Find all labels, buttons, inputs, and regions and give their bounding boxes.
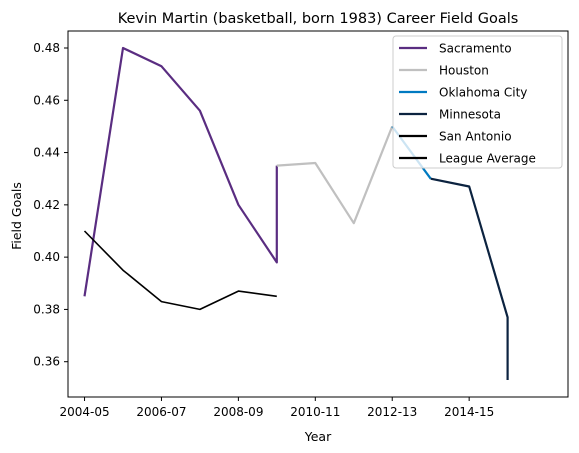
legend: Sacramento Houston Oklahoma City Minnesota S… <box>392 35 563 169</box>
legend-label: Sacramento <box>439 42 512 56</box>
legend-label: Houston <box>439 64 489 78</box>
series-line-sacramento <box>83 46 278 297</box>
legend-label: League Average <box>439 152 536 166</box>
y-tick-label: 0.38 <box>33 302 60 316</box>
plot-frame <box>67 30 569 398</box>
legend-label: Oklahoma City <box>439 86 527 100</box>
x-axis-label: Year <box>304 429 332 444</box>
series-line-houston <box>276 125 394 225</box>
x-tick-label: 2014-15 <box>444 405 494 419</box>
y-tick-label: 0.42 <box>33 198 60 212</box>
y-tick-label: 0.46 <box>33 93 60 107</box>
series-line-league-average <box>83 230 277 311</box>
x-tick-label: 2010-11 <box>290 405 340 419</box>
x-tick-label: 2006-07 <box>136 405 186 419</box>
y-tick-label: 0.40 <box>33 250 60 264</box>
legend-label: Minnesota <box>439 108 501 122</box>
series-lines <box>83 46 509 380</box>
x-tick-label: 2004-05 <box>59 405 109 419</box>
legend-box <box>392 35 563 169</box>
x-tick-label: 2012-13 <box>367 405 417 419</box>
legend-label: San Antonio <box>439 130 512 144</box>
series-line-minnesota <box>430 177 509 380</box>
y-tick-label: 0.44 <box>33 146 60 160</box>
y-axis-ticks: 0.36 0.38 0.40 0.42 0.44 0.46 0.48 <box>33 41 68 369</box>
chart-title: Kevin Martin (basketball, born 1983) Car… <box>118 11 519 27</box>
y-tick-label: 0.48 <box>33 41 60 55</box>
y-axis-label: Field Goals <box>9 182 24 250</box>
x-axis-ticks: 2004-05 2006-07 2008-09 2010-11 2012-13 2014-… <box>59 397 494 419</box>
x-tick-label: 2008-09 <box>213 405 263 419</box>
y-tick-label: 0.36 <box>33 355 60 369</box>
